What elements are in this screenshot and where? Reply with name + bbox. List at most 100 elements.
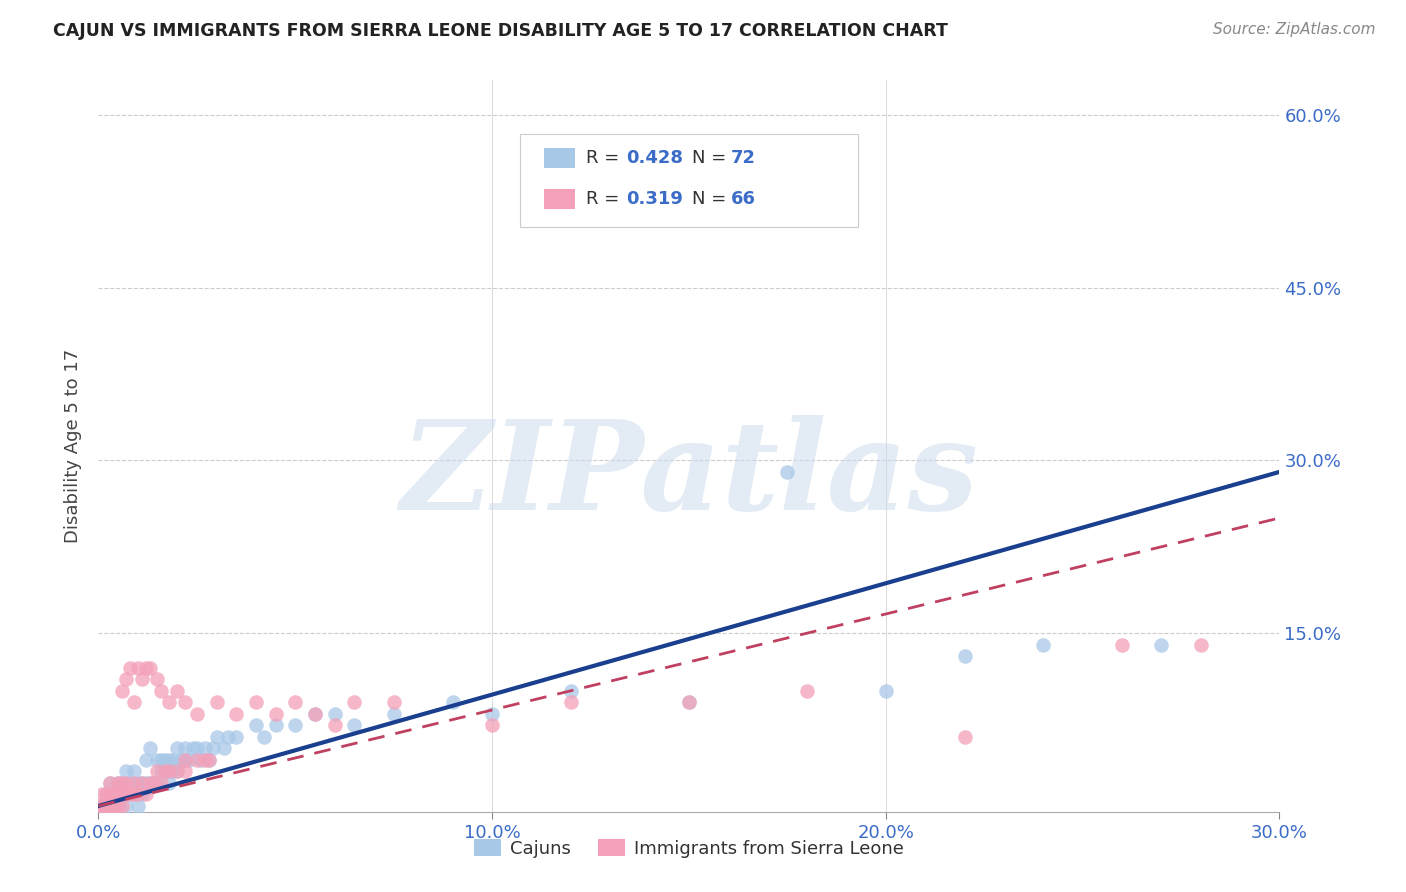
Point bbox=[181, 741, 204, 756]
Point bbox=[323, 706, 346, 721]
Point bbox=[155, 753, 177, 767]
Point bbox=[174, 695, 197, 709]
Point bbox=[166, 764, 188, 779]
Point bbox=[197, 753, 219, 767]
Point bbox=[96, 799, 118, 814]
Point bbox=[174, 753, 197, 767]
Point bbox=[135, 753, 157, 767]
Point bbox=[560, 683, 582, 698]
Point bbox=[122, 764, 145, 779]
Point bbox=[155, 764, 177, 779]
Point bbox=[96, 788, 118, 802]
Point bbox=[111, 776, 134, 790]
Point bbox=[205, 730, 228, 744]
Y-axis label: Disability Age 5 to 17: Disability Age 5 to 17 bbox=[65, 349, 83, 543]
Point bbox=[131, 672, 153, 686]
Point bbox=[142, 776, 165, 790]
Point bbox=[264, 706, 287, 721]
Point bbox=[166, 741, 188, 756]
Point bbox=[146, 753, 169, 767]
Point bbox=[150, 776, 173, 790]
Text: R =: R = bbox=[586, 149, 626, 167]
Point bbox=[194, 741, 217, 756]
Point bbox=[122, 788, 145, 802]
Point bbox=[190, 753, 212, 767]
Point bbox=[1150, 638, 1173, 652]
Point bbox=[111, 799, 134, 814]
Point bbox=[98, 799, 121, 814]
Text: ZIPatlas: ZIPatlas bbox=[399, 415, 979, 536]
Text: 0.319: 0.319 bbox=[626, 190, 682, 208]
Point bbox=[107, 776, 129, 790]
Point bbox=[875, 683, 897, 698]
Point bbox=[214, 741, 236, 756]
Point bbox=[717, 165, 740, 179]
Point bbox=[98, 799, 121, 814]
Point bbox=[103, 799, 125, 814]
Point bbox=[135, 788, 157, 802]
Point bbox=[127, 788, 149, 802]
Point bbox=[678, 695, 700, 709]
Point bbox=[122, 776, 145, 790]
Text: R =: R = bbox=[586, 190, 626, 208]
Point bbox=[217, 730, 239, 744]
Point bbox=[166, 764, 188, 779]
Point bbox=[245, 718, 267, 732]
Point bbox=[107, 788, 129, 802]
Point bbox=[135, 661, 157, 675]
Point bbox=[118, 776, 141, 790]
Point bbox=[776, 465, 799, 479]
Point bbox=[115, 776, 138, 790]
Point bbox=[115, 672, 138, 686]
Point bbox=[796, 683, 818, 698]
Text: CAJUN VS IMMIGRANTS FROM SIERRA LEONE DISABILITY AGE 5 TO 17 CORRELATION CHART: CAJUN VS IMMIGRANTS FROM SIERRA LEONE DI… bbox=[53, 22, 948, 40]
Point bbox=[115, 788, 138, 802]
Text: 66: 66 bbox=[731, 190, 756, 208]
Point bbox=[253, 730, 276, 744]
Point bbox=[91, 799, 114, 814]
Point bbox=[146, 776, 169, 790]
Point bbox=[107, 776, 129, 790]
Point bbox=[127, 661, 149, 675]
Point bbox=[131, 776, 153, 790]
Point bbox=[131, 788, 153, 802]
Point bbox=[103, 788, 125, 802]
Point bbox=[481, 718, 503, 732]
Point bbox=[111, 788, 134, 802]
Point bbox=[382, 695, 405, 709]
Point bbox=[953, 730, 976, 744]
Point bbox=[118, 788, 141, 802]
Point bbox=[111, 788, 134, 802]
Point bbox=[186, 706, 208, 721]
Text: N =: N = bbox=[692, 190, 731, 208]
Text: 0.428: 0.428 bbox=[626, 149, 683, 167]
Point bbox=[284, 718, 307, 732]
Point bbox=[138, 776, 160, 790]
Point bbox=[107, 788, 129, 802]
Point bbox=[157, 695, 180, 709]
Point bbox=[115, 799, 138, 814]
Point bbox=[138, 741, 160, 756]
Point bbox=[174, 764, 197, 779]
Point bbox=[150, 764, 173, 779]
Point bbox=[115, 764, 138, 779]
Point bbox=[96, 788, 118, 802]
Point bbox=[127, 799, 149, 814]
Point bbox=[122, 788, 145, 802]
Point bbox=[201, 741, 224, 756]
Point bbox=[225, 706, 247, 721]
Point bbox=[98, 788, 121, 802]
Point bbox=[131, 776, 153, 790]
Point bbox=[1189, 638, 1212, 652]
Point bbox=[150, 753, 173, 767]
Point bbox=[127, 776, 149, 790]
Point bbox=[91, 788, 114, 802]
Point bbox=[111, 776, 134, 790]
Point bbox=[150, 683, 173, 698]
Text: Source: ZipAtlas.com: Source: ZipAtlas.com bbox=[1212, 22, 1375, 37]
Point bbox=[98, 776, 121, 790]
Point bbox=[264, 718, 287, 732]
Point bbox=[118, 661, 141, 675]
Point bbox=[91, 799, 114, 814]
Point bbox=[194, 753, 217, 767]
